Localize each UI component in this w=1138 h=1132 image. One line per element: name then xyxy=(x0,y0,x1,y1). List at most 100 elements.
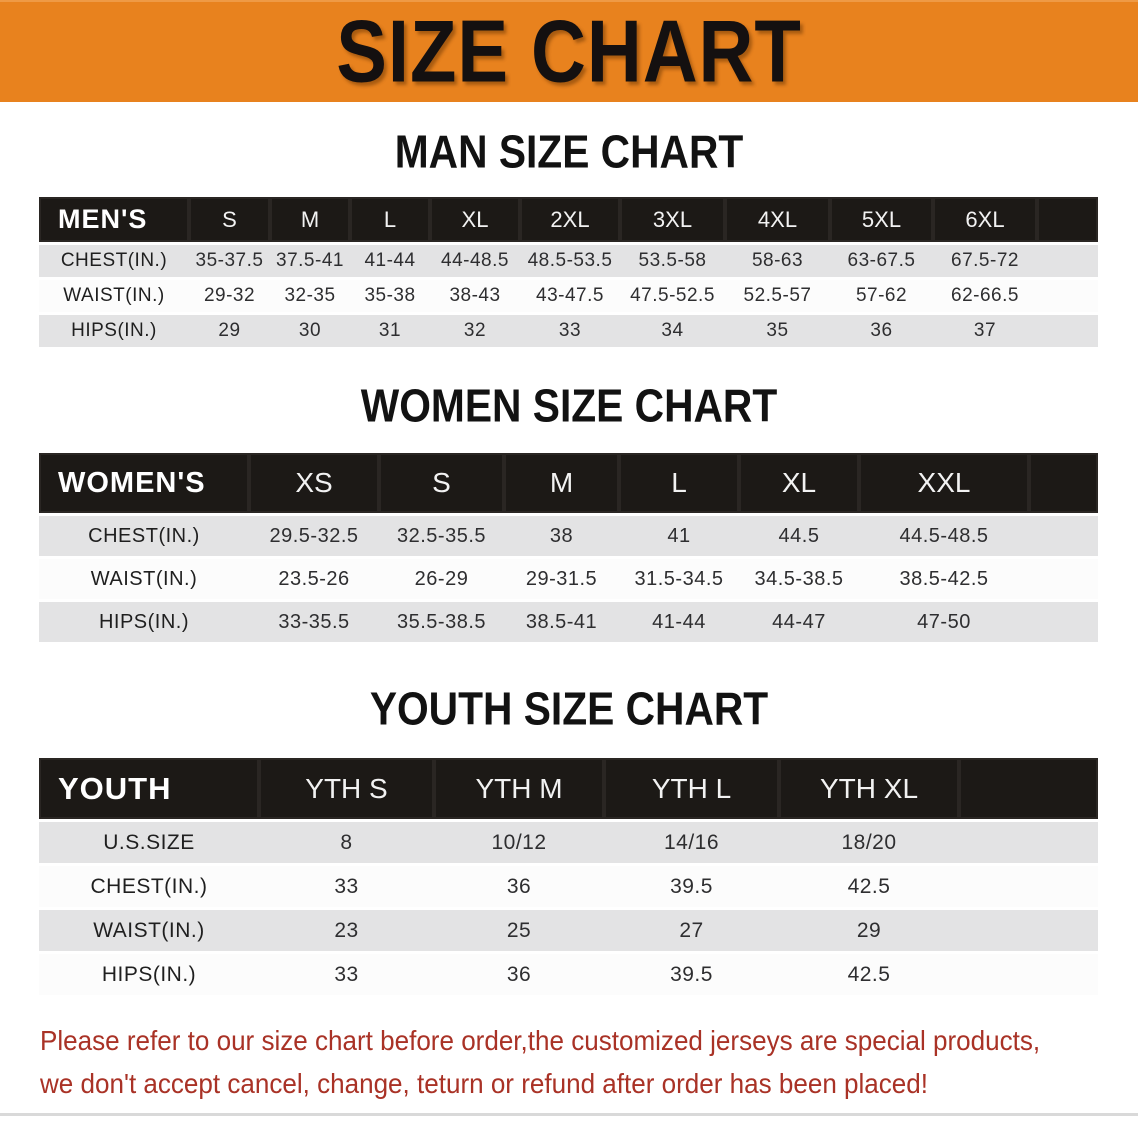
youth-size-table-grid: YOUTH YTH S YTH M YTH L YTH XL U.S.SIZE 8 10/12… xyxy=(39,758,1098,995)
size-value-cell: 44.5 xyxy=(739,513,859,556)
size-value-cell: 63-67.5 xyxy=(830,242,933,277)
table-corner-label: MEN'S xyxy=(39,197,189,242)
size-value-cell: 43-47.5 xyxy=(520,277,620,312)
row-label: HIPS(IN.) xyxy=(39,951,259,995)
size-value-cell: 33 xyxy=(259,863,434,907)
disclaimer-line-1: Please refer to our size chart before or… xyxy=(40,1025,1041,1056)
women-size-table-grid: WOMEN'S XS S M L XL XXL CHEST(IN.) 29.5-32.5 32.5… xyxy=(39,453,1098,642)
row-label: U.S.SIZE xyxy=(39,819,259,863)
size-value-cell: 67.5-72 xyxy=(933,242,1037,277)
size-column-header: S xyxy=(379,453,504,513)
youth-section-heading: YOUTH SIZE CHART xyxy=(369,682,769,735)
size-value-cell: 31 xyxy=(350,312,430,347)
size-value-cell: 38.5-42.5 xyxy=(859,556,1029,599)
size-column-header: 2XL xyxy=(520,197,620,242)
size-value-cell: 47.5-52.5 xyxy=(620,277,725,312)
size-value-cell: 30 xyxy=(270,312,350,347)
row-label: CHEST(IN.) xyxy=(39,863,259,907)
disclaimer-line-2: we don't accept cancel, change, teturn o… xyxy=(40,1068,929,1099)
size-value-cell: 14/16 xyxy=(604,819,779,863)
size-value-cell: 58-63 xyxy=(725,242,830,277)
size-value-cell: 32.5-35.5 xyxy=(379,513,504,556)
size-column-header: XL xyxy=(430,197,520,242)
spacer-cell xyxy=(1037,197,1098,242)
size-value-cell: 33 xyxy=(520,312,620,347)
size-value-cell: 29 xyxy=(779,907,959,951)
size-value-cell: 42.5 xyxy=(779,863,959,907)
table-row: HIPS(IN.) 33-35.5 35.5-38.5 38.5-41 41-44 44-… xyxy=(39,599,1098,642)
size-value-cell: 39.5 xyxy=(604,951,779,995)
size-value-cell: 35-37.5 xyxy=(189,242,270,277)
size-value-cell: 18/20 xyxy=(779,819,959,863)
spacer-cell xyxy=(1029,556,1098,599)
size-value-cell: 31.5-34.5 xyxy=(619,556,739,599)
size-value-cell: 36 xyxy=(830,312,933,347)
size-column-header: YTH XL xyxy=(779,758,959,819)
table-corner-label: YOUTH xyxy=(39,758,259,819)
size-column-header: XXL xyxy=(859,453,1029,513)
size-value-cell: 37 xyxy=(933,312,1037,347)
row-label: HIPS(IN.) xyxy=(39,599,249,642)
size-column-header: XS xyxy=(249,453,379,513)
size-value-cell: 26-29 xyxy=(379,556,504,599)
size-chart-title: SIZE CHART xyxy=(336,2,802,101)
table-row: CHEST(IN.) 29.5-32.5 32.5-35.5 38 41 44.5 44.5… xyxy=(39,513,1098,556)
size-value-cell: 32 xyxy=(430,312,520,347)
size-column-header: L xyxy=(619,453,739,513)
size-value-cell: 36 xyxy=(434,863,604,907)
row-label: CHEST(IN.) xyxy=(39,242,189,277)
size-value-cell: 41 xyxy=(619,513,739,556)
size-value-cell: 25 xyxy=(434,907,604,951)
size-value-cell: 27 xyxy=(604,907,779,951)
size-value-cell: 29-32 xyxy=(189,277,270,312)
size-value-cell: 35-38 xyxy=(350,277,430,312)
table-row: WAIST(IN.) 29-32 32-35 35-38 38-43 43-47.5 47.… xyxy=(39,277,1098,312)
youth-section: YOUTH SIZE CHART YOUTH YTH S YTH M YTH L YTH… xyxy=(0,682,1138,995)
size-value-cell: 34.5-38.5 xyxy=(739,556,859,599)
table-row: HIPS(IN.) 33 36 39.5 42.5 xyxy=(39,951,1098,995)
size-value-cell: 32-35 xyxy=(270,277,350,312)
size-column-header: S xyxy=(189,197,270,242)
row-label: WAIST(IN.) xyxy=(39,277,189,312)
table-row: WAIST(IN.) 23 25 27 29 xyxy=(39,907,1098,951)
size-value-cell: 44-48.5 xyxy=(430,242,520,277)
men-section: MAN SIZE CHART MEN'S S M L XL 2XL 3XL 4XL 5XL 6XL… xyxy=(0,126,1138,347)
size-column-header: 5XL xyxy=(830,197,933,242)
size-value-cell: 52.5-57 xyxy=(725,277,830,312)
size-value-cell: 53.5-58 xyxy=(620,242,725,277)
row-label: WAIST(IN.) xyxy=(39,907,259,951)
size-value-cell: 36 xyxy=(434,951,604,995)
size-value-cell: 47-50 xyxy=(859,599,1029,642)
size-value-cell: 44.5-48.5 xyxy=(859,513,1029,556)
size-column-header: M xyxy=(504,453,619,513)
spacer-cell xyxy=(959,819,1098,863)
spacer-cell xyxy=(1037,242,1098,277)
men-size-table-grid: MEN'S S M L XL 2XL 3XL 4XL 5XL 6XL CHEST(IN.) 35-37… xyxy=(39,197,1098,347)
spacer-cell xyxy=(959,951,1098,995)
disclaimer: Please refer to our size chart before or… xyxy=(40,1019,1138,1105)
size-value-cell: 8 xyxy=(259,819,434,863)
size-value-cell: 38-43 xyxy=(430,277,520,312)
spacer-cell xyxy=(959,758,1098,819)
spacer-cell xyxy=(959,863,1098,907)
size-value-cell: 10/12 xyxy=(434,819,604,863)
size-column-header: YTH S xyxy=(259,758,434,819)
spacer-cell xyxy=(1029,453,1098,513)
size-value-cell: 33-35.5 xyxy=(249,599,379,642)
size-value-cell: 42.5 xyxy=(779,951,959,995)
youth-size-table: YOUTH YTH S YTH M YTH L YTH XL U.S.SIZE 8 10/12… xyxy=(39,758,1138,995)
size-column-header: YTH L xyxy=(604,758,779,819)
size-column-header: YTH M xyxy=(434,758,604,819)
size-value-cell: 35 xyxy=(725,312,830,347)
spacer-cell xyxy=(1037,312,1098,347)
men-size-table: MEN'S S M L XL 2XL 3XL 4XL 5XL 6XL CHEST(IN.) 35-37… xyxy=(39,197,1138,347)
women-section-heading: WOMEN SIZE CHART xyxy=(360,379,778,432)
spacer-cell xyxy=(1029,599,1098,642)
row-label: WAIST(IN.) xyxy=(39,556,249,599)
table-row: CHEST(IN.) 33 36 39.5 42.5 xyxy=(39,863,1098,907)
size-column-header: XL xyxy=(739,453,859,513)
bottom-edge-divider xyxy=(0,1113,1138,1116)
spacer-cell xyxy=(1037,277,1098,312)
table-row: HIPS(IN.) 29 30 31 32 33 34 35 36 37 xyxy=(39,312,1098,347)
